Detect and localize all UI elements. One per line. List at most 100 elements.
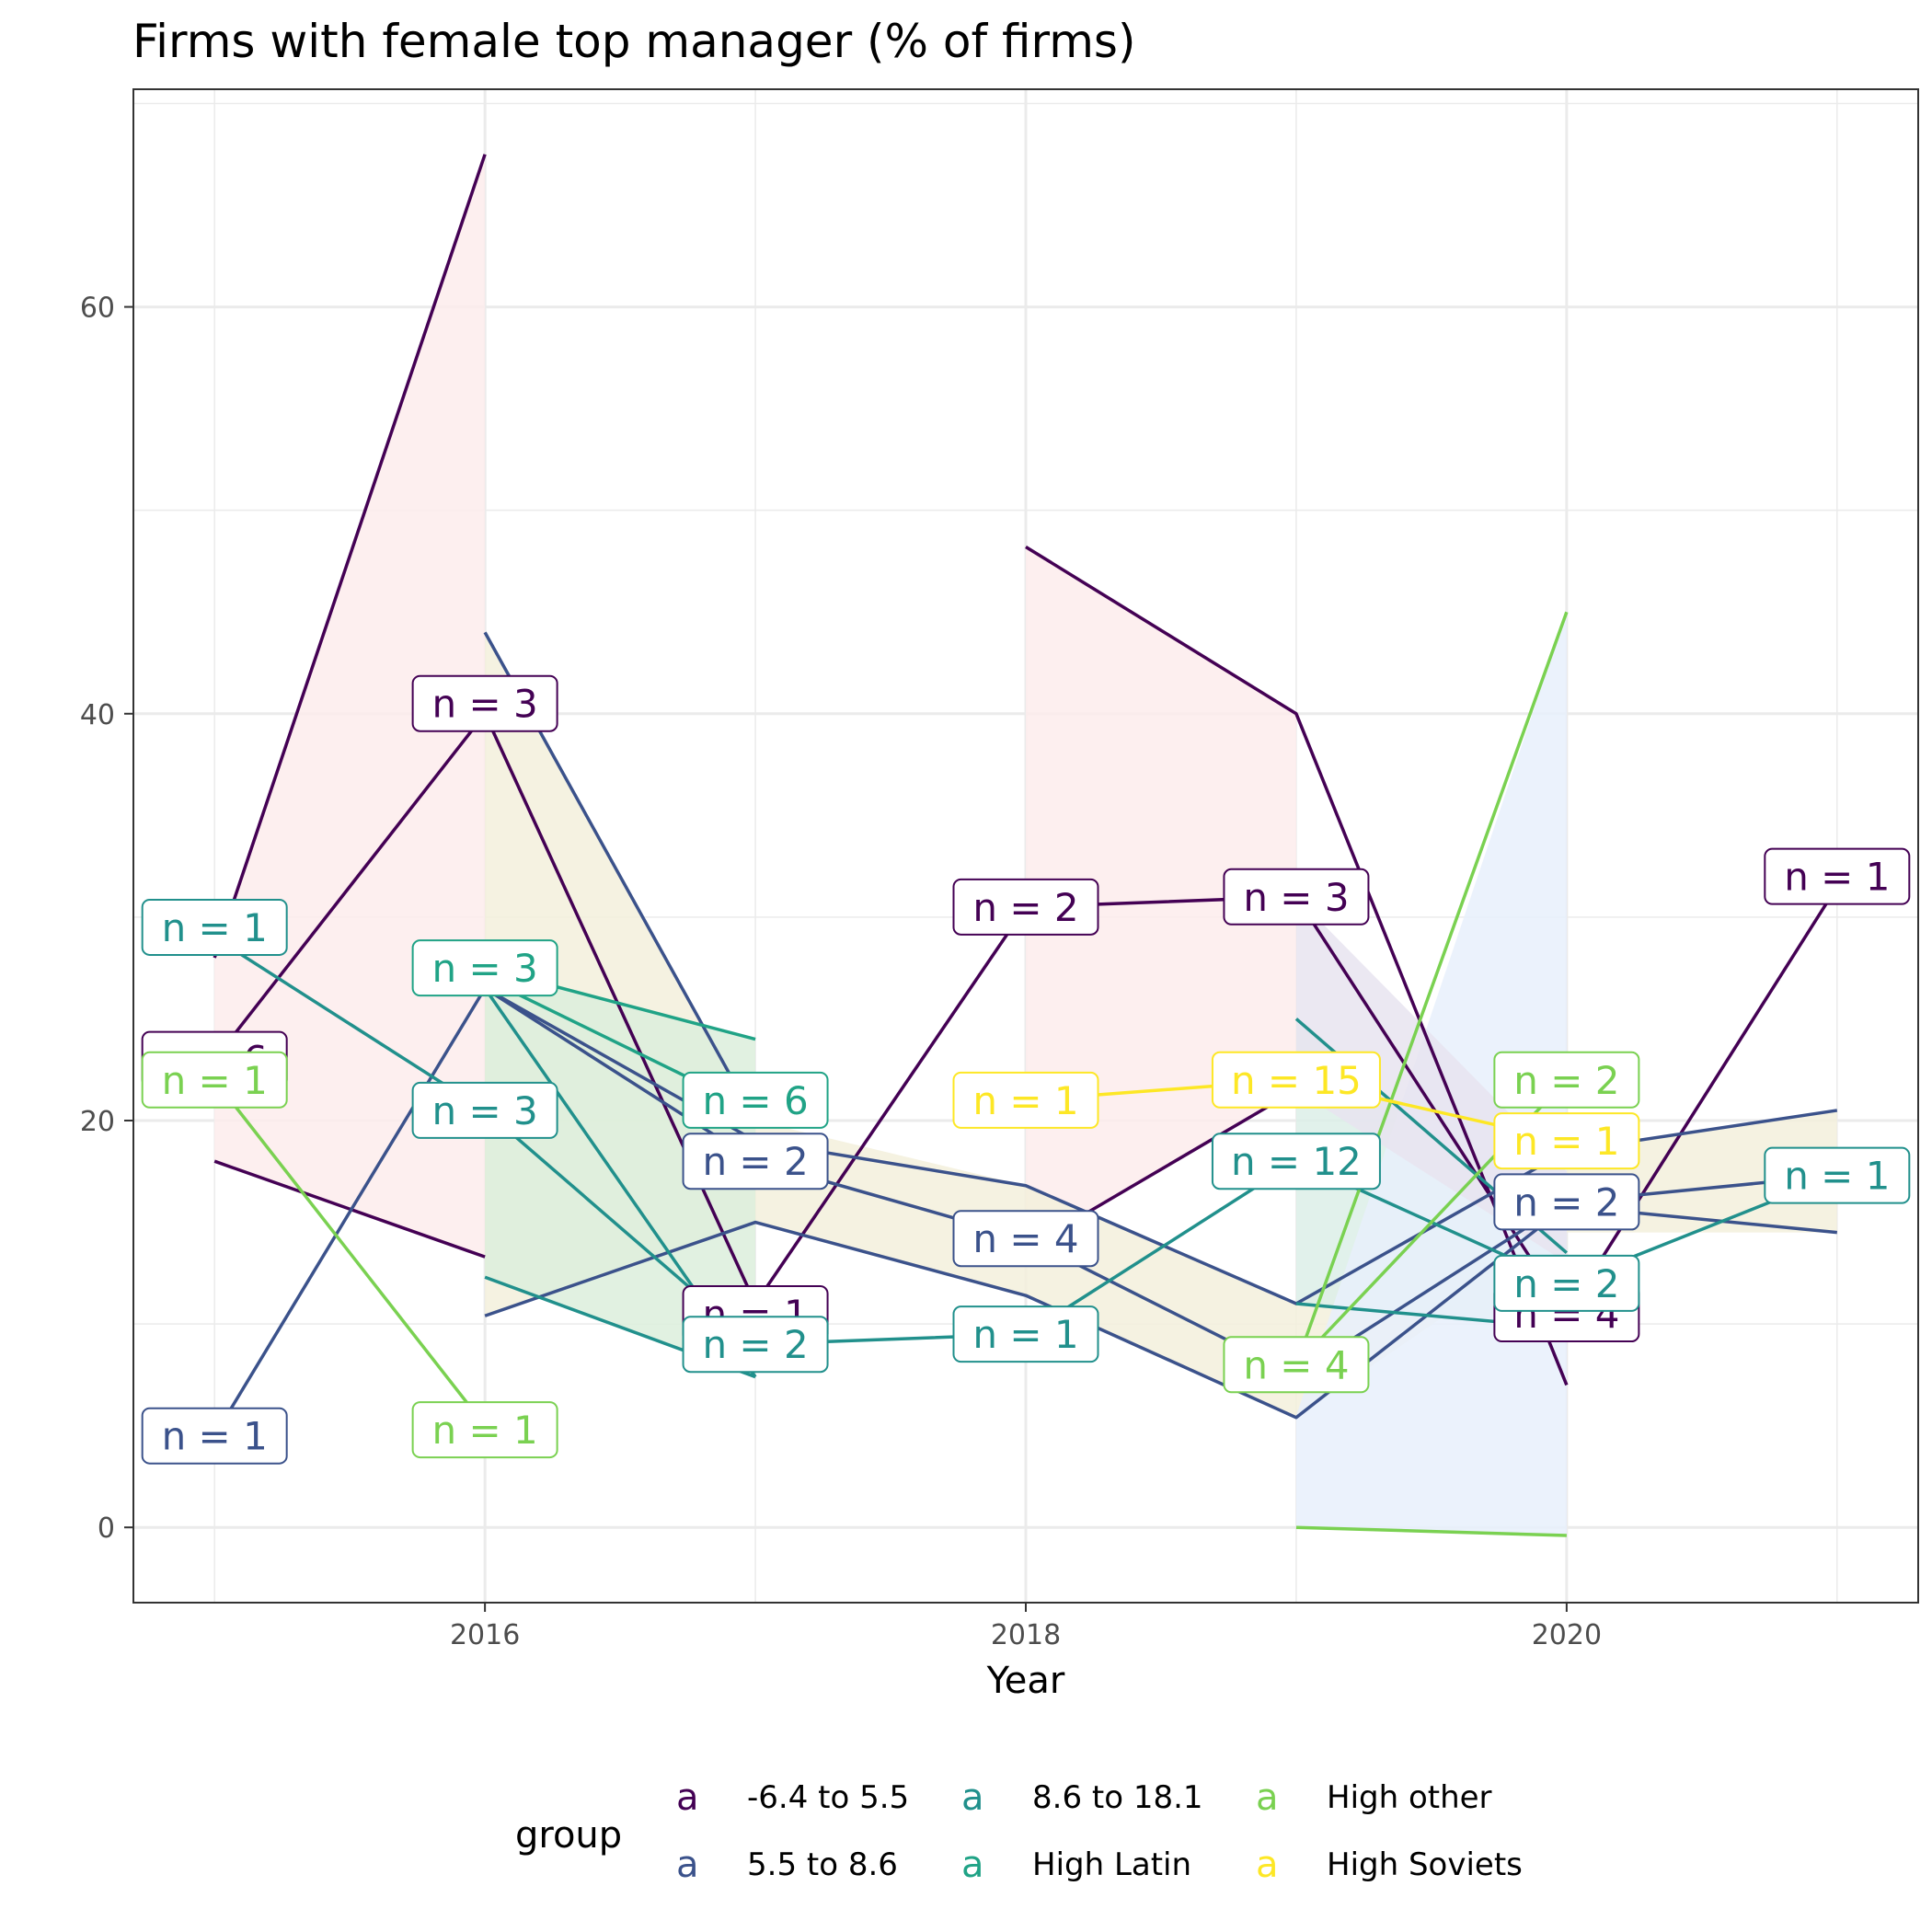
legend-item: a High Soviets	[1256, 1844, 1523, 1886]
count-label-box	[952, 878, 1099, 936]
count-label-text: n = 2	[1513, 1058, 1619, 1103]
count-label-box	[411, 1081, 558, 1139]
count-label: n = 1	[411, 1401, 558, 1459]
count-label-box	[682, 1071, 829, 1129]
count-labels: n = 6 n = 1 n = 4 n = 1 n = 1 n = 1 n = 3 n = 3…	[141, 674, 1911, 1465]
count-label: n = 1	[141, 1407, 288, 1465]
y-tick-label: 40	[80, 699, 115, 731]
legend-key: a	[961, 1777, 984, 1819]
count-label: n = 3	[411, 939, 558, 997]
count-label-box	[952, 1210, 1099, 1268]
count-label-text: n = 3	[1243, 875, 1349, 920]
series-line	[213, 154, 487, 959]
count-label: n = 4	[952, 1210, 1099, 1268]
legend-title: group	[515, 1814, 622, 1857]
count-label: n = 2	[1493, 1051, 1640, 1109]
count-label-box	[1764, 847, 1911, 905]
legend-item: a 8.6 to 18.1	[961, 1777, 1203, 1819]
count-label-box	[1764, 1146, 1911, 1204]
legend-key: a	[676, 1844, 699, 1886]
count-label-text: n = 3	[432, 1088, 538, 1133]
legend-label: High other	[1327, 1779, 1492, 1816]
count-label: n = 1	[952, 1305, 1099, 1363]
count-label-text: n = 1	[1513, 1119, 1619, 1164]
legend-key: a	[961, 1844, 984, 1886]
count-label: n = 3	[411, 1081, 558, 1139]
legend-key: a	[1256, 1777, 1279, 1819]
count-label: n = 1	[952, 1071, 1099, 1129]
legend-key: a	[1256, 1844, 1279, 1886]
legend-label: 5.5 to 8.6	[747, 1846, 898, 1883]
count-label-text: n = 1	[162, 905, 268, 950]
count-label-text: n = 12	[1231, 1139, 1362, 1184]
count-label-text: n = 2	[702, 1322, 808, 1367]
count-label-text: n = 4	[972, 1216, 1078, 1261]
count-label: n = 1	[1493, 1112, 1640, 1170]
x-tick-label: 2018	[991, 1619, 1061, 1651]
count-label-text: n = 2	[702, 1139, 808, 1184]
legend-item: a High other	[1256, 1777, 1492, 1819]
count-label-box	[1223, 1336, 1370, 1394]
count-label: n = 4	[1223, 1336, 1370, 1394]
count-label: n = 15	[1211, 1051, 1381, 1109]
count-label: n = 12	[1211, 1133, 1381, 1190]
count-label-box	[1493, 1051, 1640, 1109]
count-label: n = 1	[1764, 1146, 1911, 1204]
count-label: n = 2	[1493, 1254, 1640, 1312]
series-line	[213, 1078, 487, 1427]
count-label-box	[411, 1401, 558, 1459]
legend-item: a -6.4 to 5.5	[676, 1777, 909, 1819]
series-line	[1294, 611, 1569, 1365]
count-label-text: n = 3	[432, 682, 538, 727]
y-tick-label: 20	[80, 1106, 115, 1138]
count-label-box	[1223, 868, 1370, 926]
count-label: n = 1	[141, 898, 288, 956]
legend-label: 8.6 to 18.1	[1032, 1779, 1203, 1816]
count-label-text: n = 2	[972, 885, 1078, 930]
ribbon	[485, 968, 756, 1377]
count-label-box	[141, 1407, 288, 1465]
count-label-text: n = 15	[1231, 1058, 1362, 1103]
count-label: n = 2	[952, 878, 1099, 936]
count-label: n = 2	[682, 1133, 829, 1190]
chart-title: Firms with female top manager (% of firm…	[132, 15, 1135, 68]
count-label: n = 2	[1493, 1173, 1640, 1231]
ribbon	[1295, 896, 1567, 1263]
count-label-text: n = 1	[972, 1312, 1078, 1357]
count-label: n = 6	[682, 1071, 829, 1129]
count-label: n = 3	[411, 674, 558, 732]
y-tick-label: 60	[80, 293, 115, 325]
count-label-box	[952, 1305, 1099, 1363]
legend: group a -6.4 to 5.5 a 5.5 to 8.6 a 8.6 to 18.…	[515, 1777, 1523, 1886]
x-axis-title: Year	[986, 1660, 1065, 1702]
count-label-text: n = 6	[702, 1078, 808, 1123]
x-tick-label: 2016	[450, 1619, 520, 1651]
count-label-box	[682, 1133, 829, 1190]
count-label-box	[1211, 1051, 1381, 1109]
count-label-box	[1211, 1133, 1381, 1190]
count-label-text: n = 1	[1784, 1154, 1890, 1199]
count-label-box	[1493, 1112, 1640, 1170]
plot-panel: n = 6 n = 1 n = 4 n = 1 n = 1 n = 1 n = 3 n = 3…	[132, 88, 1919, 1604]
count-label: n = 2	[682, 1316, 829, 1374]
series-line	[1295, 1525, 1567, 1537]
x-tick-label: 2020	[1532, 1619, 1602, 1651]
count-label-box	[141, 898, 288, 956]
y-tick-label: 0	[98, 1512, 115, 1545]
count-label-text: n = 2	[1513, 1179, 1619, 1225]
count-label: n = 1	[1764, 847, 1911, 905]
y-axis: 0 20 40 60	[80, 293, 133, 1545]
legend-label: High Latin	[1032, 1846, 1191, 1883]
count-label-box	[1493, 1254, 1640, 1312]
count-label-text: n = 1	[972, 1078, 1078, 1123]
legend-label: -6.4 to 5.5	[747, 1779, 909, 1816]
count-label-text: n = 1	[162, 1058, 268, 1103]
count-label-box	[411, 674, 558, 732]
count-label-text: n = 1	[162, 1414, 268, 1459]
series-line	[1025, 545, 1569, 1386]
legend-label: High Soviets	[1327, 1846, 1523, 1883]
legend-item: a 5.5 to 8.6	[676, 1844, 898, 1886]
count-label-text: n = 1	[432, 1408, 538, 1453]
count-label: n = 1	[141, 1051, 288, 1109]
